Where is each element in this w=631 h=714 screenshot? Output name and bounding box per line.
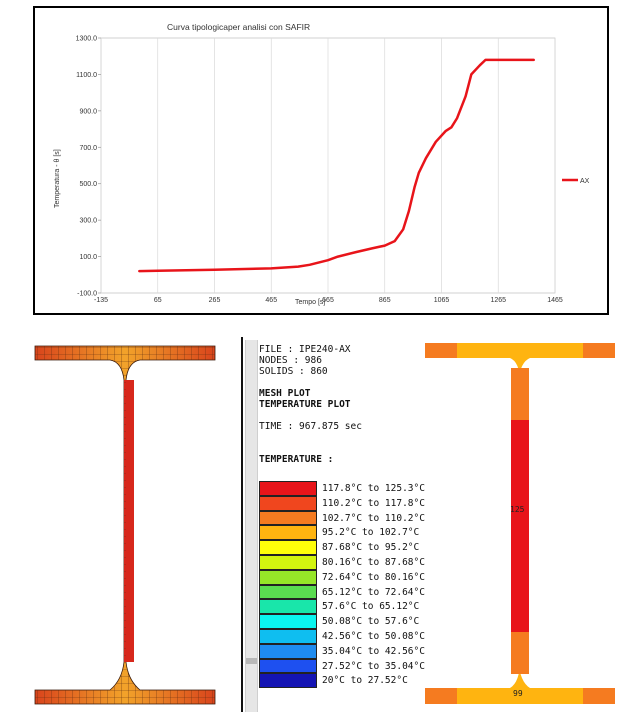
y-tick-label: 700.0: [79, 145, 97, 152]
x-tick-label: 1065: [434, 297, 450, 304]
y-tick-label: 500.0: [79, 181, 97, 188]
legend-label: 117.8°C to 125.3°C: [322, 483, 425, 494]
flange-tip-bottom-left: [425, 688, 457, 704]
simulation-info: FILE : IPE240-AX NODES : 986 SOLIDS : 86…: [259, 344, 419, 465]
legend-swatch: [259, 643, 317, 659]
legend-row: 117.8°C to 125.3°C: [259, 481, 425, 496]
x-tick-label: 65: [154, 297, 162, 304]
legend-label: 35.04°C to 42.56°C: [322, 645, 425, 657]
legend-label: 102.7°C to 110.2°C: [322, 512, 425, 524]
flange-value-label: 99: [513, 689, 523, 698]
x-axis-label: Tempo [s]: [295, 299, 325, 306]
legend-label: 57.6°C to 65.12°C: [322, 601, 420, 613]
legend-row: 87.68°C to 95.2°C: [259, 540, 419, 555]
legend-swatch: [259, 629, 317, 644]
temperature-plot-text: TEMPERATURE PLOT: [259, 399, 351, 410]
legend-swatch: [259, 658, 317, 674]
web-zone-hot: [511, 420, 529, 632]
legend-label: 50.08°C to 57.6°C: [322, 616, 420, 628]
legend-row: 65.12°C to 72.64°C: [259, 584, 425, 600]
legend-swatch: [259, 525, 317, 541]
nodes-text: NODES : 986: [259, 355, 322, 366]
legend-row: 27.52°C to 35.04°C: [259, 658, 425, 674]
x-tick-label: 1465: [547, 297, 563, 304]
legend-swatch: [259, 584, 317, 600]
x-tick-label: -135: [94, 297, 108, 304]
mesh-plot-section: [34, 345, 216, 705]
legend-row: 50.08°C to 57.6°C: [259, 614, 419, 629]
legend-label: 80.16°C to 87.68°C: [322, 557, 425, 568]
vertical-scrollbar[interactable]: [245, 340, 258, 712]
temperature-plot-section: [425, 343, 615, 704]
series-line-ax: [138, 58, 535, 273]
legend-label: 27.52°C to 35.04°C: [322, 660, 425, 672]
legend-label: 72.64°C to 80.16°C: [322, 571, 425, 583]
legend-row: 110.2°C to 117.8°C: [259, 495, 425, 511]
legend-title: TEMPERATURE :: [259, 454, 334, 465]
legend-row: 80.16°C to 87.68°C: [259, 555, 425, 570]
legend-row: 57.6°C to 65.12°C: [259, 599, 420, 615]
legend-label: 20°C to 27.52°C: [322, 675, 408, 687]
legend-swatch: [259, 555, 317, 570]
y-tick-label: 1100.0: [76, 72, 97, 79]
web-value-label: 125: [510, 505, 525, 514]
legend-label: 110.2°C to 117.8°C: [322, 497, 425, 509]
mesh-plot-text: MESH PLOT: [259, 388, 311, 399]
y-tick-label: 1300.0: [76, 36, 98, 43]
legend-row: 20°C to 27.52°C: [259, 673, 419, 689]
legend-swatch: [259, 569, 317, 585]
y-tick-label: 300.0: [79, 218, 97, 225]
y-tick-label: -100.0: [77, 291, 97, 298]
x-tick-label: 865: [379, 297, 391, 304]
chart-canvas: Curva tipologicaper analisi con SAFIR -1…: [54, 22, 590, 306]
legend-swatch: [259, 481, 317, 496]
legend-row: 102.7°C to 110.2°C: [259, 510, 425, 526]
x-tick-label: 1265: [490, 297, 506, 304]
panel-divider: [241, 337, 243, 712]
legend-swatch: [259, 495, 317, 511]
legend-label: 95.2°C to 102.7°C: [322, 527, 420, 539]
legend-swatch: [259, 673, 317, 689]
legend-row: 72.64°C to 80.16°C: [259, 569, 425, 585]
legend-label: 87.68°C to 95.2°C: [322, 542, 420, 554]
legend-row: 35.04°C to 42.56°C: [259, 643, 425, 659]
y-tick-label: 900.0: [79, 108, 97, 115]
legend-row: 42.56°C to 50.08°C: [259, 629, 425, 644]
chart-legend: AX: [562, 178, 590, 185]
time-text: TIME : 967.875 sec: [259, 421, 362, 432]
legend-swatch: [259, 510, 317, 526]
flange-tip-top-left: [425, 343, 457, 358]
x-tick-label: 265: [209, 297, 221, 304]
web-zone-bottom: [511, 632, 529, 674]
legend-row: 95.2°C to 102.7°C: [259, 525, 420, 541]
x-tick-label: 665: [322, 297, 334, 304]
web-zone-top: [511, 368, 529, 420]
chart-title: Curva tipologicaper analisi con SAFIR: [167, 22, 310, 32]
legend-label: 42.56°C to 50.08°C: [322, 631, 425, 642]
solids-text: SOLIDS : 860: [259, 366, 328, 377]
flange-tip-bottom-right: [583, 688, 615, 704]
legend-swatch: [259, 540, 317, 555]
scrollbar-thumb[interactable]: [246, 658, 257, 664]
mesh-grid: [35, 346, 215, 704]
legend-swatch: [259, 614, 317, 629]
legend-label-ax: AX: [580, 178, 590, 185]
flange-tip-top-right: [583, 343, 615, 358]
temperature-chart: Curva tipologicaper analisi con SAFIR -1…: [33, 6, 609, 315]
y-axis-label: Temperatura - θ [s]: [54, 149, 61, 208]
mesh-web: [124, 380, 134, 662]
legend-swatch: [259, 599, 317, 615]
y-tick-label: 100.0: [79, 254, 97, 261]
legend-label: 65.12°C to 72.64°C: [322, 586, 425, 598]
x-tick-label: 465: [265, 297, 277, 304]
file-text: FILE : IPE240-AX: [259, 344, 351, 355]
